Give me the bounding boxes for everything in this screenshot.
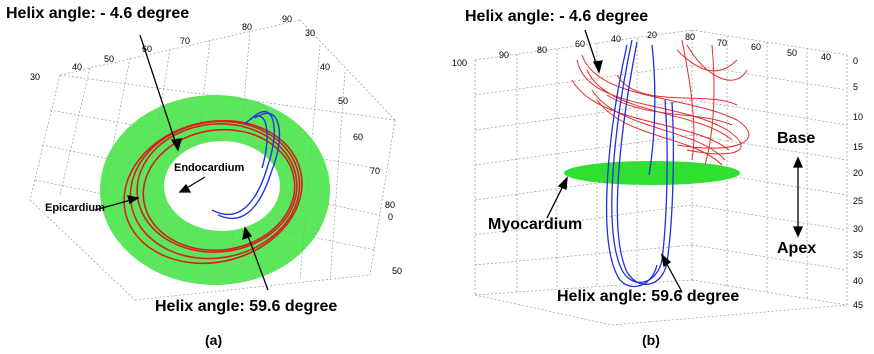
tick: 30	[853, 224, 864, 234]
tick: 60	[751, 42, 762, 52]
panel-a-endocardium-label: Endocardium	[174, 162, 245, 174]
tick: 50	[104, 54, 115, 64]
tick: 70	[717, 38, 728, 48]
tick: 30	[30, 72, 41, 82]
tick: 90	[499, 50, 510, 60]
panel-a-epicardium-label: Epicardium	[45, 202, 105, 214]
tick: 45	[853, 300, 864, 310]
tick: 5	[853, 82, 859, 92]
panel-a-top-helix-label: Helix angle: - 4.6 degree	[6, 5, 190, 22]
panel-b-plot	[474, 29, 848, 326]
panel-b-myocardium-slab	[564, 161, 740, 185]
tick: 40	[320, 62, 331, 72]
panel-a-arrows	[94, 34, 269, 291]
tick: 80	[242, 22, 253, 32]
tick: 40	[611, 34, 622, 44]
tick: 35	[853, 250, 864, 260]
tick: 40	[821, 52, 832, 62]
tick: 60	[575, 39, 586, 49]
panel-a-plot	[29, 19, 396, 301]
tick: 20	[647, 30, 658, 40]
tick: 80	[685, 32, 696, 42]
panel-b-bottom-helix-label: Helix angle: 59.6 degree	[557, 288, 740, 305]
tick: 80	[537, 45, 548, 55]
panel-a-blue-fibers	[211, 111, 281, 220]
tick: 10	[853, 112, 864, 122]
tick: 60	[353, 132, 364, 142]
panel-a: Helix angle: - 4.6 degree Helix angle: 5…	[6, 5, 403, 348]
panel-b-apex-label: Apex	[777, 240, 817, 257]
tick: 90	[282, 14, 293, 24]
panel-b-top-helix-label: Helix angle: - 4.6 degree	[465, 8, 649, 25]
panel-a-red-fibers	[123, 119, 303, 265]
tick: 0	[853, 56, 859, 66]
tick: 30	[305, 28, 316, 38]
panel-a-caption: (a)	[205, 332, 223, 348]
tick: 80	[385, 200, 396, 210]
panel-b: Helix angle: - 4.6 degree Helix angle: 5…	[437, 0, 874, 354]
tick: 70	[180, 36, 191, 46]
tick: 50	[787, 48, 798, 58]
panel-b-blue-fibers	[605, 39, 675, 288]
tick: 70	[370, 166, 381, 176]
tick: 25	[853, 196, 864, 206]
panel-b-caption: (b)	[642, 332, 660, 348]
panel-a-bottom-helix-label: Helix angle: 59.6 degree	[155, 298, 338, 315]
tick: 20	[853, 168, 864, 178]
tick: 100	[452, 58, 468, 68]
tick: 50	[392, 266, 403, 276]
tick: 40	[853, 276, 864, 286]
panel-b-arrows	[546, 29, 804, 293]
panel-b-base-label: Base	[777, 130, 816, 147]
panel-b-red-fibers	[571, 39, 750, 166]
panel-b-myocardium-label: Myocardium	[488, 216, 583, 233]
tick: 40	[72, 62, 83, 72]
tick: 50	[338, 96, 349, 106]
tick: 60	[142, 44, 153, 54]
tick: 15	[853, 142, 864, 152]
tick: 0	[388, 212, 394, 222]
